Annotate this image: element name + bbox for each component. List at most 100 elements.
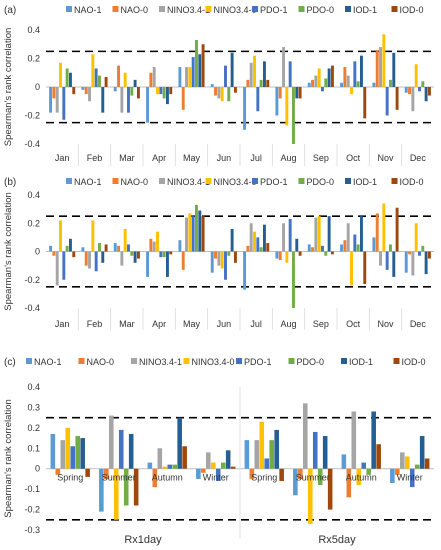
y-tick-label: 0.2 xyxy=(27,218,40,228)
y-tick-label: 0 xyxy=(35,464,40,474)
x-tick-label: Feb xyxy=(87,153,103,163)
bar xyxy=(264,458,270,469)
x-tick-label: Aug xyxy=(280,153,296,163)
panel-label: (c) xyxy=(4,357,16,368)
bar xyxy=(65,245,69,252)
bar xyxy=(278,251,282,260)
legend-swatch xyxy=(159,6,165,12)
bar xyxy=(274,429,279,469)
bar xyxy=(288,61,292,87)
bar xyxy=(363,87,367,119)
bar xyxy=(217,251,221,266)
bar xyxy=(346,223,350,252)
x-tick-label: Jan xyxy=(55,319,70,329)
bar xyxy=(49,87,53,113)
bar xyxy=(249,62,253,87)
bar xyxy=(327,68,331,87)
bar xyxy=(343,67,347,87)
legend-swatch xyxy=(131,358,137,364)
legend-label: IOD-1 xyxy=(353,177,377,187)
legend-swatch xyxy=(252,178,258,184)
bar xyxy=(389,79,392,87)
bar xyxy=(230,52,234,87)
bar xyxy=(123,72,127,87)
bar xyxy=(52,251,56,256)
x-tick-label: Sep xyxy=(313,153,329,163)
bar xyxy=(136,87,140,99)
legend-swatch xyxy=(288,358,295,364)
bar xyxy=(359,216,363,252)
bar xyxy=(195,204,198,252)
bar xyxy=(408,87,412,95)
bar xyxy=(278,87,282,99)
bar xyxy=(317,68,321,87)
bar xyxy=(177,417,182,469)
bar xyxy=(392,251,396,277)
bar xyxy=(292,251,295,308)
bar xyxy=(233,87,237,93)
bar xyxy=(340,82,344,87)
x-tick-label: Jun xyxy=(217,153,232,163)
bar xyxy=(421,81,425,87)
legend-label: NINO3.4-0 xyxy=(214,177,257,187)
bar xyxy=(266,243,270,252)
legend-swatch xyxy=(391,178,398,184)
bar xyxy=(225,450,231,469)
bar xyxy=(75,436,80,469)
bar xyxy=(133,468,139,506)
legend-swatch xyxy=(298,178,305,184)
bar xyxy=(215,468,221,481)
bar xyxy=(230,228,234,252)
bar xyxy=(214,251,218,259)
bar xyxy=(376,444,381,469)
y-tick-label: -0.3 xyxy=(24,525,40,535)
legend-swatch xyxy=(112,178,119,184)
y-tick-label: 0 xyxy=(35,82,40,92)
bar xyxy=(214,87,218,96)
bar xyxy=(385,251,389,270)
x-tick-label: Sep xyxy=(313,319,329,329)
bar xyxy=(178,67,182,87)
x-tick-label: Winter xyxy=(203,473,229,483)
bar xyxy=(243,251,247,290)
bar xyxy=(361,462,367,469)
bar xyxy=(81,247,85,252)
bar xyxy=(118,429,124,469)
y-tick-label: 0.2 xyxy=(27,54,40,64)
bar xyxy=(324,251,328,256)
bar xyxy=(156,231,159,252)
panel-label: (a) xyxy=(4,5,16,16)
y-tick-label: 0.4 xyxy=(27,382,40,392)
bar xyxy=(307,82,311,87)
bar xyxy=(113,87,117,92)
legend-swatch xyxy=(252,6,258,12)
bar xyxy=(311,79,315,87)
bar xyxy=(400,452,405,469)
bar xyxy=(253,55,256,87)
bar xyxy=(395,87,399,110)
x-tick-label: Feb xyxy=(87,319,103,329)
bar xyxy=(292,87,295,144)
bar xyxy=(404,87,408,93)
y-tick-label: 0.3 xyxy=(27,402,40,412)
x-tick-label: Aug xyxy=(280,319,296,329)
bar xyxy=(162,251,166,258)
bar xyxy=(49,245,53,252)
bar xyxy=(185,217,188,252)
bar xyxy=(55,251,59,286)
legend-swatch xyxy=(205,6,212,12)
bar xyxy=(210,84,214,87)
x-tick-label: Oct xyxy=(346,153,361,163)
bar xyxy=(152,241,156,252)
bar xyxy=(123,228,127,252)
group-label: Rx5day xyxy=(318,534,356,546)
x-tick-label: Spring xyxy=(251,473,277,483)
bar xyxy=(246,79,250,87)
bar xyxy=(227,251,231,256)
y-tick-label: -0.1 xyxy=(24,484,40,494)
bar xyxy=(392,52,396,87)
y-axis-label: Spearman's rank correlation xyxy=(3,28,14,147)
bar xyxy=(156,87,159,95)
bar xyxy=(127,87,130,113)
